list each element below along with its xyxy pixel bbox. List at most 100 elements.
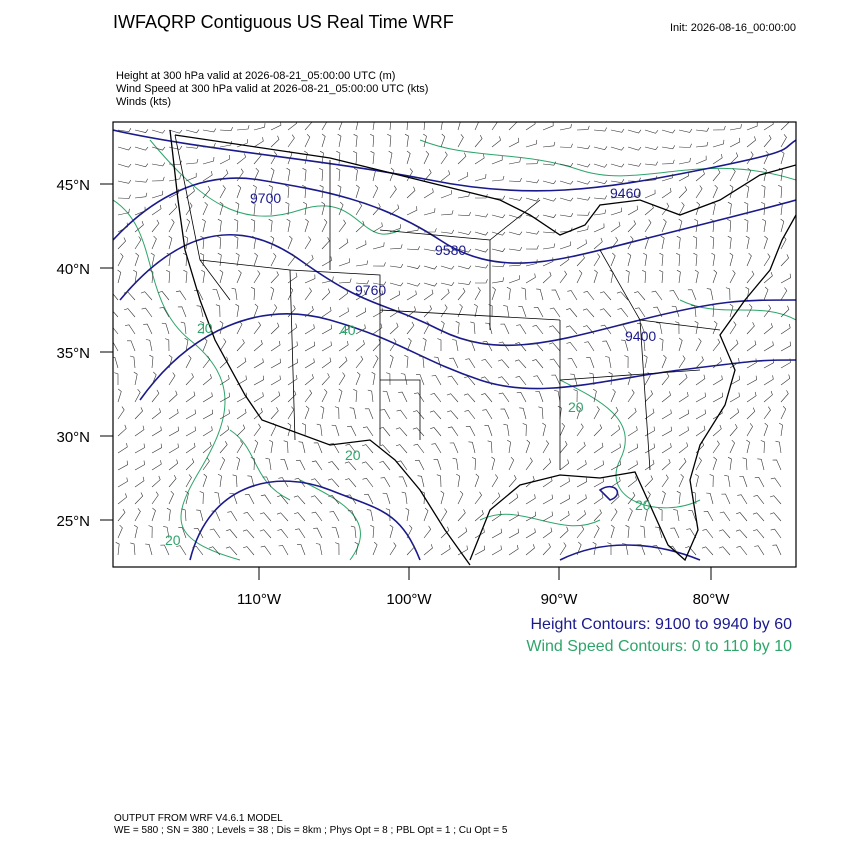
wind-barb [253, 137, 264, 148]
wind-barb [542, 440, 549, 454]
wind-barb [644, 390, 653, 403]
wind-barb [500, 408, 510, 420]
wind-barb [166, 270, 171, 284]
wind-barb [423, 544, 433, 556]
wind-barb [370, 525, 375, 539]
wind-barb [192, 545, 204, 556]
wind-barb [473, 303, 478, 318]
wind-barb [145, 543, 153, 556]
wind-barb [763, 406, 771, 420]
wind-barb [599, 291, 612, 301]
wind-barb [522, 423, 527, 437]
wind-barb [117, 253, 124, 267]
wind-barb [423, 305, 432, 318]
wind-barb [610, 492, 620, 505]
wind-barb [414, 459, 425, 471]
wind-barb [389, 185, 397, 199]
wind-barb [219, 392, 230, 403]
wind-contour-label: 20 [197, 320, 213, 336]
wind-barb [294, 477, 306, 488]
wind-barb [710, 236, 715, 250]
wind-barb [712, 392, 724, 403]
wind-barb [559, 162, 574, 167]
legend-height: Height Contours: 9100 to 9940 by 60 [530, 616, 792, 633]
wind-barb [559, 440, 568, 454]
wind-barb [440, 210, 454, 216]
wind-barb [746, 391, 757, 403]
wind-barb [475, 279, 488, 284]
wind-barb [525, 245, 539, 250]
wind-barb [166, 507, 171, 522]
wind-barb [178, 527, 187, 539]
wind-barb [775, 440, 782, 454]
wind-barb [559, 255, 570, 267]
wind-barb [406, 290, 417, 301]
wind-barb [573, 389, 578, 403]
wind-barb [719, 511, 731, 522]
wind-barb [253, 340, 263, 352]
wind-barb [321, 388, 328, 403]
wind-barb [168, 372, 176, 386]
wind-barb [532, 359, 544, 369]
wind-barb [423, 289, 434, 301]
wind-barb [491, 277, 504, 284]
wind-barb [695, 409, 706, 420]
wind-barb [159, 307, 170, 318]
wind-barb [710, 218, 715, 233]
wind-barb [712, 125, 726, 131]
wind-barb [219, 141, 232, 148]
wind-barb [151, 235, 157, 250]
wind-barb [117, 460, 128, 471]
wind-barb [321, 133, 326, 148]
wind-barb [304, 254, 314, 267]
wind-barb [123, 291, 136, 301]
wind-barb [420, 491, 426, 505]
wind-barb [559, 197, 574, 202]
wind-barb [531, 342, 544, 352]
wind-barb [270, 235, 275, 250]
wind-barb [503, 423, 510, 437]
wind-barb [287, 253, 296, 267]
wind-barb [117, 406, 125, 420]
wind-barb [338, 258, 350, 267]
wind-barb [583, 290, 595, 301]
wind-barb [321, 306, 332, 318]
wind-barb [253, 167, 259, 182]
wind-barb [338, 289, 349, 301]
wind-barb [433, 459, 442, 471]
wind-barb [117, 477, 128, 488]
wind-barb [729, 339, 739, 352]
wind-barb [331, 424, 340, 437]
wind-barb [400, 373, 408, 386]
wind-barb [457, 248, 472, 253]
wind-barb [661, 354, 667, 369]
wind-barb [201, 269, 206, 284]
lat-label: 40°N [56, 261, 90, 278]
wind-barb [635, 307, 646, 318]
wind-barb [212, 289, 221, 301]
wind-barb [725, 287, 731, 301]
map-frame [112, 121, 797, 568]
wind-barb [670, 527, 680, 539]
wind-barb [678, 143, 692, 148]
wind-barb [464, 409, 476, 420]
wind-barb [471, 457, 476, 471]
wind-barb [474, 231, 489, 236]
wind-barb [746, 252, 752, 267]
wind-barb [497, 359, 510, 369]
wind-barb [234, 219, 239, 233]
wind-barb [542, 243, 556, 250]
wind-barb [551, 374, 561, 386]
wind-barb [388, 150, 393, 165]
wind-barb [302, 185, 307, 199]
wind-barb [185, 409, 196, 420]
wind-barb [780, 134, 787, 148]
wind-barb [406, 265, 421, 269]
wind-barb [481, 358, 493, 369]
wind-barb [151, 146, 166, 151]
wind-barb [334, 406, 340, 420]
wind-barb [236, 168, 244, 182]
wind-barb [457, 231, 472, 235]
wind-barb [474, 491, 482, 505]
wind-barb [780, 287, 788, 301]
